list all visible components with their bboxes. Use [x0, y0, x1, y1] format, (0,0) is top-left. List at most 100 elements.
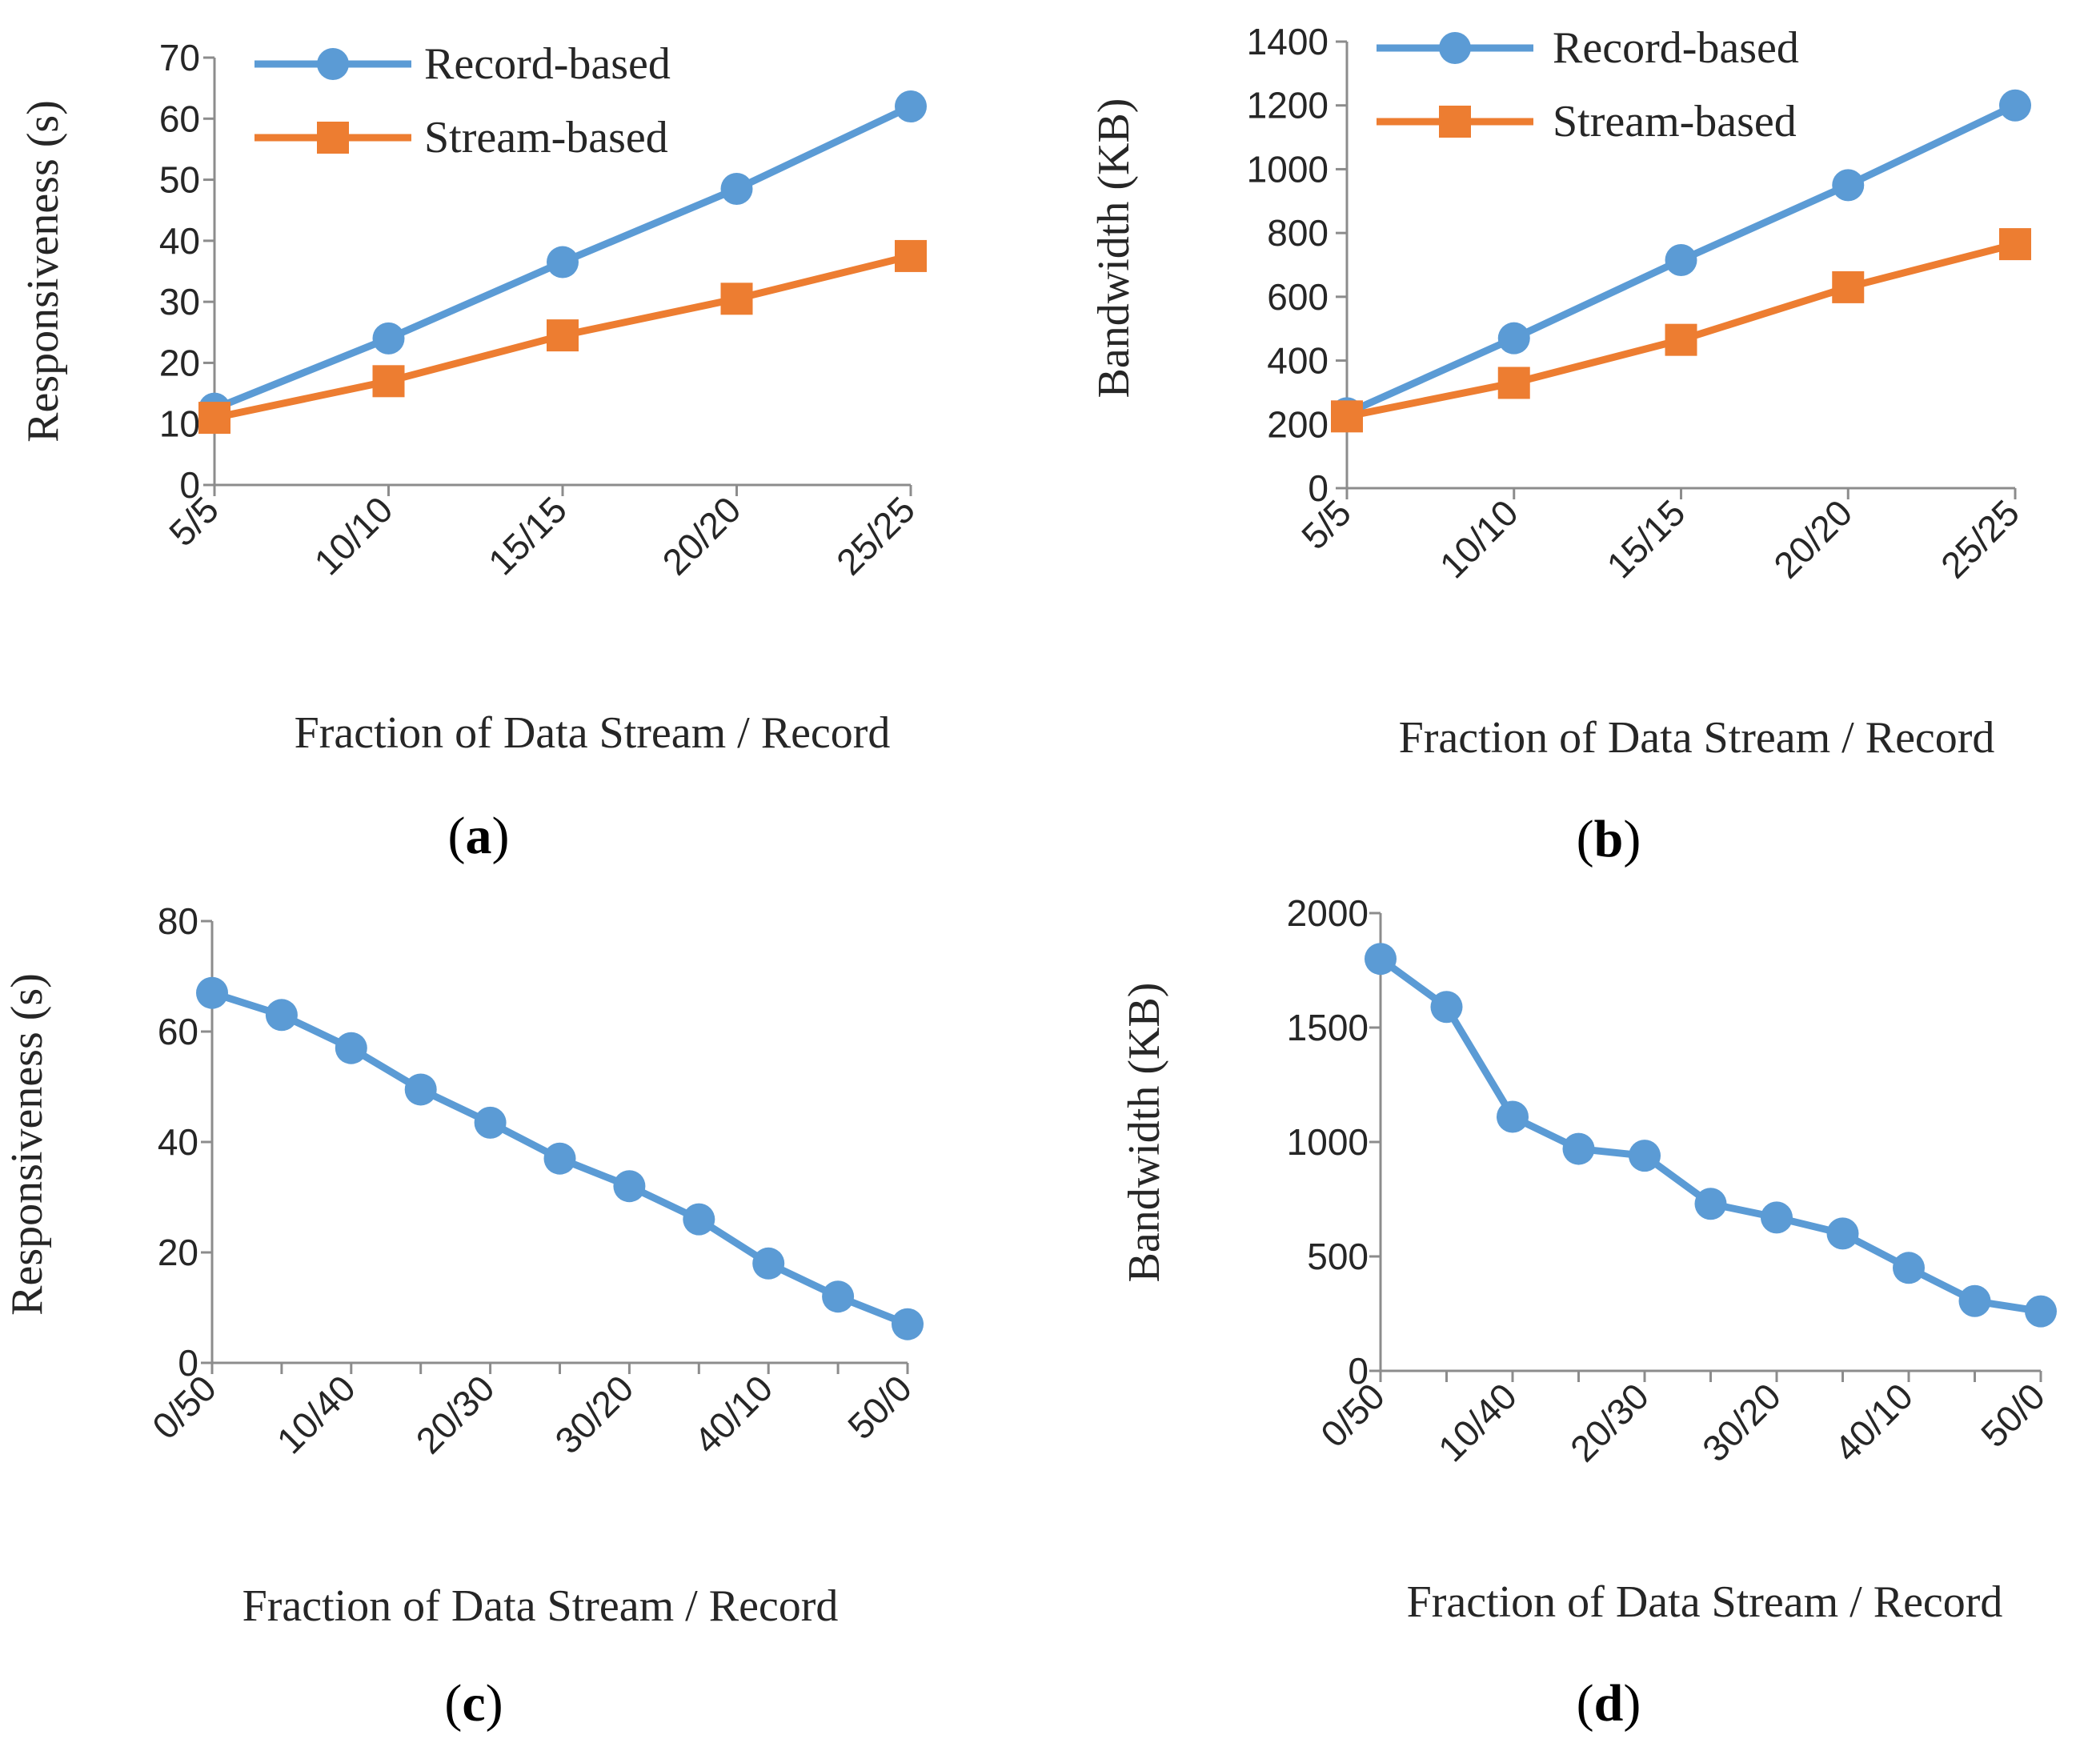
- x-tick-label: 30/20: [1694, 1375, 1789, 1469]
- legend-marker: [1439, 106, 1471, 138]
- data-point: [1497, 1100, 1529, 1133]
- y-tick-label: 500: [1307, 1236, 1369, 1277]
- y-tick-label: 400: [1267, 340, 1329, 382]
- panel-label: (b): [1577, 810, 1641, 868]
- y-tick-label: 0: [1348, 1350, 1369, 1392]
- series-line: [1378, 956, 2042, 1316]
- chart-c: 0 20 40 60 80 0/50 10/40 20/30 30/20 40/10 50/0 Res…: [2, 900, 924, 1733]
- x-tick-label: 50/0: [840, 1367, 920, 1447]
- data-point: [1958, 1284, 1991, 1317]
- x-tick-label: 20/20: [654, 488, 748, 583]
- data-point: [372, 322, 405, 355]
- x-tick-label: 0/50: [1312, 1375, 1393, 1455]
- x-tick-label: 15/15: [1598, 491, 1693, 586]
- x-tick-label: 40/10: [686, 1367, 780, 1461]
- data-point: [822, 1280, 855, 1313]
- y-tick-label: 1200: [1247, 85, 1329, 126]
- data-point: [265, 999, 298, 1032]
- x-tick-label: 15/15: [480, 488, 575, 583]
- x-tick-label: 20/20: [1765, 491, 1860, 586]
- data-point: [1331, 400, 1363, 433]
- y-tick-label: 40: [158, 1121, 198, 1163]
- x-tick-label: 10/10: [1432, 491, 1526, 586]
- data-point: [720, 173, 753, 206]
- data-point: [613, 1170, 646, 1203]
- data-point: [335, 1032, 367, 1064]
- legend-marker: [317, 122, 349, 154]
- x-tick-label: 20/30: [1562, 1375, 1657, 1469]
- data-point: [1665, 323, 1697, 356]
- data-point: [720, 282, 753, 315]
- data-point: [474, 1106, 507, 1139]
- data-point: [404, 1073, 437, 1106]
- x-axis-title: Fraction of Data Stream / Record: [1407, 1577, 2003, 1627]
- y-axis-title: Bandwidth (KB): [1089, 98, 1139, 399]
- y-tick-label: 0: [178, 1342, 198, 1384]
- y-axis-title: Responsiveness (s): [2, 973, 52, 1316]
- panel-label: (a): [448, 807, 510, 865]
- x-tick-label: 25/25: [828, 488, 923, 583]
- data-point: [1629, 1140, 1661, 1172]
- x-tick-label: 5/5: [1293, 491, 1359, 557]
- y-axis-title: Bandwidth (KB): [1120, 983, 1169, 1283]
- y-tick-label: 60: [158, 1011, 198, 1052]
- data-point: [1497, 322, 1530, 355]
- y-tick-label: 50: [159, 159, 200, 201]
- data-point: [892, 1308, 924, 1340]
- y-tick-label: 0: [1308, 467, 1329, 509]
- chart-b: 0 200 400 600 800 1000 1200 1400 5/5 10/10 15/15 20…: [1089, 21, 2031, 868]
- data-point: [196, 976, 228, 1009]
- data-point: [1893, 1252, 1925, 1284]
- panel-label: (c): [444, 1674, 503, 1733]
- data-point: [752, 1247, 785, 1280]
- y-tick-label: 20: [159, 342, 200, 383]
- y-tick-label: 70: [159, 37, 200, 78]
- legend-entry: Record-based: [424, 39, 671, 89]
- data-point: [1999, 89, 2031, 122]
- data-point: [1832, 270, 1865, 303]
- data-point: [1999, 228, 2031, 261]
- y-tick-label: 10: [159, 403, 200, 445]
- data-point: [372, 365, 405, 398]
- y-tick-label: 60: [159, 98, 200, 139]
- x-tick-label: 5/5: [161, 488, 226, 554]
- legend-marker: [317, 48, 349, 80]
- data-point: [1365, 943, 1397, 976]
- y-tick-label: 0: [179, 464, 200, 506]
- legend-entry: Record-based: [1553, 23, 1799, 73]
- data-point: [1430, 991, 1463, 1024]
- chart-d: 0 500 1000 1500 2000 0/50 10/40 20/30 30/20 40/10…: [1120, 892, 2057, 1733]
- data-point: [1497, 367, 1530, 399]
- y-tick-label: 40: [159, 220, 200, 262]
- legend-marker: [1439, 32, 1471, 64]
- data-point: [895, 90, 927, 123]
- x-axis-title: Fraction of Data Stream / Record: [295, 708, 891, 758]
- panel-label: (d): [1577, 1674, 1641, 1733]
- data-point: [547, 319, 579, 352]
- y-tick-label: 1400: [1247, 21, 1329, 62]
- y-tick-label: 1000: [1287, 1121, 1369, 1163]
- legend-entry: Stream-based: [424, 113, 668, 162]
- data-point: [1832, 169, 1865, 202]
- y-tick-label: 30: [159, 281, 200, 323]
- data-point: [198, 402, 230, 435]
- data-point: [1665, 244, 1697, 277]
- data-point: [1761, 1201, 1793, 1234]
- data-point: [683, 1203, 715, 1236]
- y-tick-label: 200: [1267, 403, 1329, 445]
- y-tick-label: 1000: [1247, 148, 1329, 190]
- x-tick-label: 20/30: [407, 1367, 502, 1461]
- y-tick-label: 600: [1267, 276, 1329, 318]
- y-tick-label: 80: [158, 900, 198, 942]
- x-tick-label: 50/0: [1973, 1375, 2053, 1455]
- y-axis-title: Responsiveness (s): [18, 100, 68, 443]
- y-tick-label: 800: [1267, 212, 1329, 254]
- x-tick-label: 30/20: [547, 1367, 641, 1461]
- x-tick-label: 10/40: [1430, 1375, 1525, 1469]
- data-point: [547, 246, 579, 278]
- data-point: [1694, 1188, 1727, 1220]
- x-axis-title: Fraction of Data Stream / Record: [1399, 713, 1995, 763]
- x-tick-label: 10/10: [306, 488, 400, 583]
- data-point: [1562, 1132, 1595, 1165]
